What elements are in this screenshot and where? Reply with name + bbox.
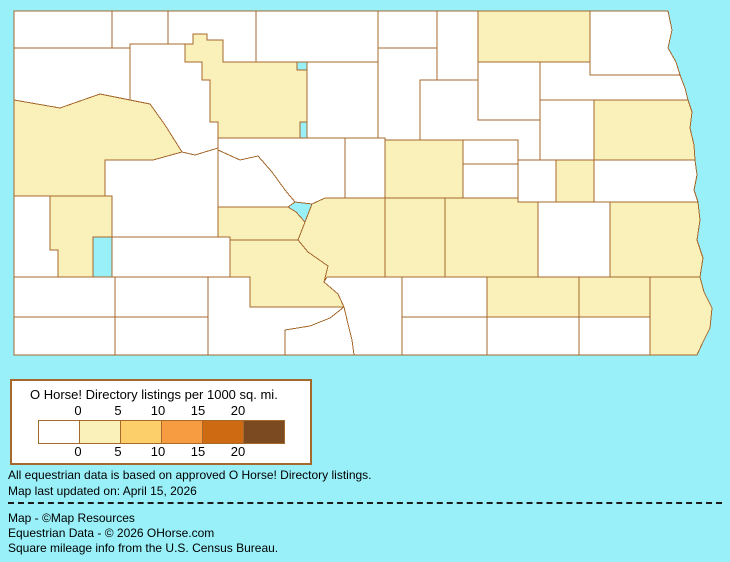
- county-slope: [13, 276, 116, 318]
- county-logan: [401, 276, 488, 318]
- county-barnes: [537, 201, 611, 278]
- legend-tick-bottom-20: 20: [230, 444, 246, 459]
- legend-color-ramp: [38, 420, 285, 444]
- county-ramsey: [477, 61, 541, 121]
- equestrian-data-credit: Equestrian Data - © 2026 OHorse.com: [8, 526, 215, 540]
- legend-tick-bottom-5: 5: [114, 444, 122, 459]
- legend: O Horse! Directory listings per 1000 sq.…: [10, 379, 312, 465]
- county-oliver: [217, 206, 306, 241]
- legend-swatch-4: [202, 420, 244, 444]
- dashed-separator: [8, 502, 722, 504]
- legend-tick-top-10: 10: [150, 403, 166, 418]
- legend-title: O Horse! Directory listings per 1000 sq.…: [30, 387, 278, 402]
- map-credit: Map - ©Map Resources: [8, 511, 135, 525]
- county-cavalier: [477, 10, 591, 63]
- county-cass: [609, 201, 704, 278]
- county-eddy: [462, 139, 519, 165]
- legend-tick-top-15: 15: [190, 403, 206, 418]
- county-sheridan: [344, 137, 386, 199]
- legend-tick-top-0: 0: [74, 403, 82, 418]
- census-credit: Square mileage info from the U.S. Census…: [8, 541, 279, 555]
- legend-tick-labels-bottom: 0 5 10 15 20: [12, 444, 310, 459]
- legend-swatch-5: [243, 420, 285, 444]
- legend-tick-bottom-0: 0: [74, 444, 82, 459]
- county-pembina: [589, 10, 681, 76]
- county-stutsman: [444, 197, 539, 278]
- county-divide: [13, 10, 113, 49]
- county-grand-forks: [593, 99, 696, 161]
- legend-tick-top-20: 20: [230, 403, 246, 418]
- county-bottineau: [255, 10, 379, 63]
- legend-tick-bottom-15: 15: [190, 444, 206, 459]
- legend-tick-top-5: 5: [114, 403, 122, 418]
- county-sargent: [578, 316, 651, 356]
- county-hettinger: [114, 276, 209, 318]
- county-billings: [49, 195, 113, 278]
- county-dunn: [104, 147, 219, 238]
- county-traill: [593, 159, 699, 203]
- legend-swatch-1: [79, 420, 121, 444]
- legend-swatch-2: [120, 420, 162, 444]
- county-bowman: [13, 316, 116, 356]
- county-dickey: [486, 316, 580, 356]
- county-burke: [111, 10, 169, 49]
- county-mcintosh: [401, 316, 488, 356]
- county-rolette: [377, 10, 438, 49]
- county-kidder: [384, 197, 446, 278]
- county-towner: [436, 10, 479, 81]
- county-mchenry: [306, 61, 379, 139]
- north-dakota-county-map: [13, 10, 713, 356]
- county-lamoure: [486, 276, 580, 318]
- county-griggs: [517, 159, 557, 203]
- legend-swatch-0: [38, 420, 80, 444]
- data-source-note: All equestrian data is based on approved…: [8, 468, 372, 482]
- county-adams: [114, 316, 209, 356]
- legend-swatch-3: [161, 420, 203, 444]
- county-nelson: [539, 99, 595, 161]
- county-foster: [462, 163, 519, 199]
- county-steele: [555, 159, 595, 203]
- county-wells: [384, 139, 464, 199]
- last-updated-note: Map last updated on: April 15, 2026: [8, 484, 197, 498]
- legend-tick-bottom-10: 10: [150, 444, 166, 459]
- county-ransom: [578, 276, 651, 318]
- county-stark: [111, 236, 231, 278]
- county-richland: [649, 276, 713, 356]
- legend-tick-labels-top: 0 5 10 15 20: [12, 403, 310, 418]
